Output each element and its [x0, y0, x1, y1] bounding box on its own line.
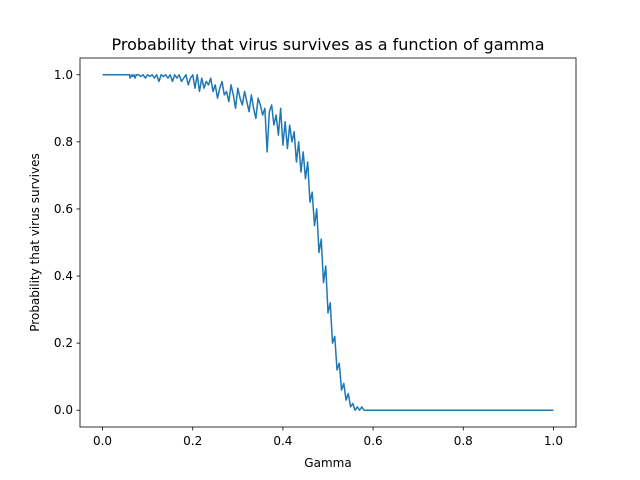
x-tick-label: 0.8: [454, 434, 473, 448]
axes-frame: [79, 57, 577, 428]
y-tick-label: 0.6: [54, 202, 73, 216]
x-tick-label: 0.2: [183, 434, 202, 448]
y-tick-label: 1.0: [54, 68, 73, 82]
chart-title: Probability that virus survives as a fun…: [111, 35, 544, 54]
y-tick-label: 0.8: [54, 135, 73, 149]
x-tick-label: 0.6: [364, 434, 383, 448]
x-ticks: 0.0 0.2 0.4 0.6 0.8 1.0: [93, 427, 563, 448]
y-tick-label: 0.4: [54, 269, 73, 283]
y-ticks: 0.0 0.2 0.4 0.6 0.8 1.0: [54, 68, 80, 417]
y-tick-label: 0.2: [54, 336, 73, 350]
x-axis-label: Gamma: [304, 456, 351, 470]
plot-area: [102, 74, 554, 411]
series-line-0: [102, 74, 554, 411]
x-tick-label: 1.0: [544, 434, 563, 448]
x-tick-label: 0.0: [93, 434, 112, 448]
x-tick-label: 0.4: [273, 434, 292, 448]
y-axis-label: Probability that virus survives: [28, 153, 42, 331]
y-tick-label: 0.0: [54, 403, 73, 417]
